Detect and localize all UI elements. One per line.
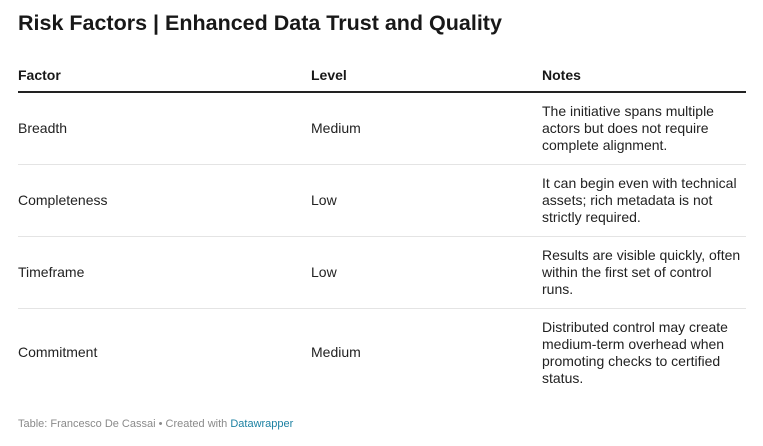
risk-factors-table: Factor Level Notes Breadth Medium The in… [18,58,746,397]
column-header-notes[interactable]: Notes [542,58,746,93]
factor-cell: Timeframe [18,236,311,309]
table-row: Timeframe Low Results are visible quickl… [18,236,746,309]
source-footer: Table: Francesco De Cassai • Created wit… [18,418,293,430]
table-header: Factor Level Notes [18,58,746,93]
table-row: Commitment Medium Distributed control ma… [18,308,746,397]
level-cell: Low [311,164,542,237]
table-row: Breadth Medium The initiative spans mult… [18,92,746,165]
level-cell: Low [311,236,542,309]
notes-cell: Results are visible quickly, often withi… [542,236,746,309]
level-cell: Medium [311,92,542,165]
table-title: Risk Factors | Enhanced Data Trust and Q… [18,11,502,35]
table-row: Completeness Low It can begin even with … [18,164,746,237]
factor-cell: Completeness [18,164,311,237]
notes-cell: The initiative spans multiple actors but… [542,92,746,165]
factor-cell: Breadth [18,92,311,165]
column-header-factor[interactable]: Factor [18,58,311,93]
notes-cell: Distributed control may create medium-te… [542,319,728,387]
column-header-level[interactable]: Level [311,58,542,93]
level-cell: Medium [311,344,361,361]
footer-attribution: Table: Francesco De Cassai • Created wit… [18,418,231,430]
factor-cell: Commitment [18,344,98,361]
datawrapper-link[interactable]: Datawrapper [230,418,294,430]
header-row: Factor Level Notes [18,58,746,93]
table-body: Breadth Medium The initiative spans mult… [18,92,746,397]
notes-cell: It can begin even with technical assets;… [542,164,746,237]
